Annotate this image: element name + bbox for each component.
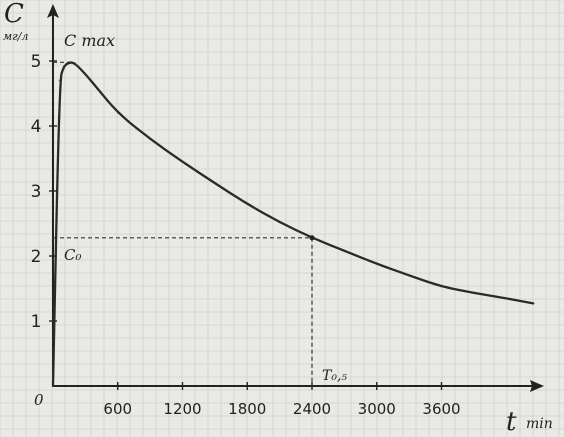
data-point	[95, 86, 98, 88]
data-point	[408, 274, 410, 277]
data-point	[375, 262, 378, 265]
y-tick-label: 3	[31, 182, 42, 202]
data-point	[84, 73, 87, 75]
data-point	[343, 249, 346, 252]
data-point	[149, 138, 152, 140]
thalf-annotation: T₀,₅	[322, 368, 347, 384]
x-tick-label: 1800	[228, 400, 266, 418]
x-tick-label: 3000	[358, 400, 396, 418]
x-axis-arrow	[530, 380, 544, 392]
thalf-point	[309, 235, 315, 241]
data-point	[58, 79, 61, 82]
origin-label: 0	[34, 391, 44, 409]
x-tick-label: 600	[103, 400, 132, 418]
y-tick-label: 5	[31, 52, 42, 72]
data-point	[73, 62, 76, 64]
x-tick-label: 1200	[163, 400, 201, 418]
data-point	[214, 182, 216, 185]
cmax-annotation: C max	[64, 31, 115, 50]
data-point	[532, 302, 535, 305]
labels: C мг/л t min 0 C max C₀ T₀,₅	[3, 0, 553, 437]
curve	[51, 61, 535, 388]
data-point	[473, 292, 475, 294]
y-axis-label: C	[4, 0, 24, 29]
x-axis-unit: min	[526, 416, 553, 432]
data-point	[505, 297, 508, 300]
y-axis-arrow	[47, 4, 59, 18]
data-point	[116, 112, 119, 114]
y-tick-label: 4	[31, 117, 42, 137]
data-point	[246, 203, 249, 205]
c0-annotation: C₀	[64, 246, 82, 264]
y-axis-unit: мг/л	[3, 30, 28, 43]
concentration-curve	[51, 61, 535, 388]
axes: 600 1200 1800 2400 3000 3600 1 2 3 4 5	[31, 4, 544, 418]
data-point	[278, 221, 281, 224]
data-point	[62, 65, 65, 68]
data-point	[52, 385, 54, 387]
data-point	[68, 61, 71, 64]
x-tick-label: 2400	[293, 400, 331, 418]
data-point	[440, 285, 443, 288]
y-tick-label: 2	[31, 247, 42, 267]
x-axis-label: t	[506, 407, 517, 437]
x-tick-label: 3600	[422, 400, 460, 418]
data-point	[181, 160, 184, 163]
guide-lines	[53, 61, 313, 386]
y-tick-label: 1	[31, 312, 42, 332]
